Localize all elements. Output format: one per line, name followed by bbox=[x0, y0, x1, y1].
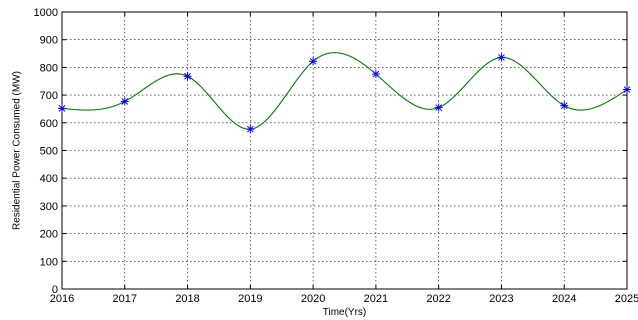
x-axis-title: Time(Yrs) bbox=[323, 307, 367, 318]
data-point-stroke bbox=[435, 104, 443, 111]
x-tick-label: 2018 bbox=[175, 293, 199, 305]
plot-area bbox=[62, 12, 627, 289]
data-point bbox=[58, 104, 66, 113]
data-point bbox=[371, 70, 380, 79]
x-tick-label: 2016 bbox=[50, 293, 74, 305]
data-point-stroke bbox=[58, 105, 66, 112]
plot-frame bbox=[61, 11, 628, 290]
y-tick-label: 400 bbox=[40, 173, 58, 185]
data-point bbox=[246, 125, 255, 134]
y-tick-label: 0 bbox=[52, 284, 58, 296]
data-point bbox=[309, 57, 318, 66]
y-tick-label: 800 bbox=[40, 62, 58, 74]
data-point bbox=[434, 103, 443, 112]
x-tick-label: 2025 bbox=[615, 293, 638, 305]
y-tick-label: 300 bbox=[40, 201, 58, 213]
data-point-stroke bbox=[372, 70, 380, 78]
data-point bbox=[560, 101, 569, 110]
x-tick-label: 2022 bbox=[426, 293, 450, 305]
x-tick-label: 2021 bbox=[364, 293, 388, 305]
y-tick-label: 700 bbox=[40, 90, 58, 102]
data-point-stroke bbox=[560, 102, 568, 109]
data-point bbox=[623, 85, 631, 94]
y-tick-label: 1000 bbox=[34, 7, 58, 19]
data-point-markers bbox=[58, 53, 631, 134]
x-tick-label: 2019 bbox=[238, 293, 262, 305]
data-point-stroke bbox=[309, 57, 317, 65]
y-tick-label: 900 bbox=[40, 35, 58, 47]
x-tick-label: 2024 bbox=[552, 293, 576, 305]
x-tick-label: 2023 bbox=[489, 293, 513, 305]
data-point-stroke bbox=[121, 98, 129, 105]
x-tick-labels: 2016 2017 2018 2019 2020 2021 2022 2023 2024 2025 bbox=[50, 293, 638, 305]
data-point-stroke bbox=[246, 125, 254, 133]
data-point bbox=[183, 72, 192, 81]
data-point-stroke bbox=[623, 86, 631, 93]
x-tick-label: 2020 bbox=[301, 293, 325, 305]
data-point-stroke bbox=[498, 54, 505, 61]
y-tick-label: 200 bbox=[40, 229, 58, 241]
y-tick-label: 600 bbox=[40, 118, 58, 130]
data-point bbox=[497, 53, 506, 62]
y-tick-label: 100 bbox=[40, 256, 58, 268]
data-point-stroke bbox=[184, 72, 191, 80]
x-tick-label: 2017 bbox=[113, 293, 137, 305]
y-tick-labels: 0 100 200 300 400 500 600 700 800 900 1000 bbox=[34, 7, 58, 296]
y-tick-label: 500 bbox=[40, 146, 58, 158]
data-point bbox=[120, 97, 129, 106]
y-axis-title: Residential Power Consumed (MW) bbox=[12, 71, 23, 230]
fitted-curve bbox=[61, 52, 628, 130]
